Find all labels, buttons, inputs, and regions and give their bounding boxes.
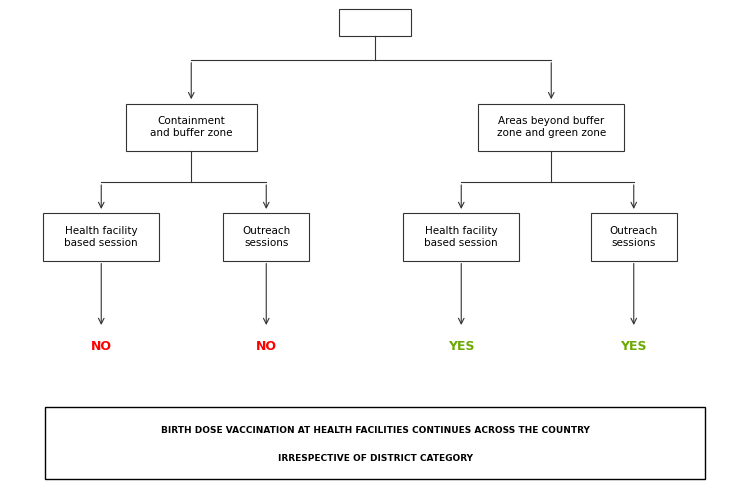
Text: Health facility
based session: Health facility based session	[64, 226, 138, 248]
Text: Outreach
sessions: Outreach sessions	[610, 226, 658, 248]
Text: BIRTH DOSE VACCINATION AT HEALTH FACILITIES CONTINUES ACROSS THE COUNTRY: BIRTH DOSE VACCINATION AT HEALTH FACILIT…	[160, 426, 590, 435]
Text: NO: NO	[256, 340, 277, 353]
Text: Containment
and buffer zone: Containment and buffer zone	[150, 116, 232, 138]
FancyBboxPatch shape	[126, 104, 256, 151]
Text: IRRESPECTIVE OF DISTRICT CATEGORY: IRRESPECTIVE OF DISTRICT CATEGORY	[278, 454, 472, 463]
Text: Outreach
sessions: Outreach sessions	[242, 226, 290, 248]
FancyBboxPatch shape	[44, 214, 160, 260]
Text: Health facility
based session: Health facility based session	[424, 226, 498, 248]
FancyBboxPatch shape	[478, 104, 624, 151]
Text: NO: NO	[91, 340, 112, 353]
FancyBboxPatch shape	[45, 407, 705, 479]
Text: YES: YES	[620, 340, 647, 353]
Text: Areas beyond buffer
zone and green zone: Areas beyond buffer zone and green zone	[496, 116, 606, 138]
FancyBboxPatch shape	[591, 214, 676, 260]
FancyBboxPatch shape	[404, 214, 519, 260]
FancyBboxPatch shape	[339, 8, 411, 36]
Text: YES: YES	[448, 340, 475, 353]
FancyBboxPatch shape	[224, 214, 309, 260]
